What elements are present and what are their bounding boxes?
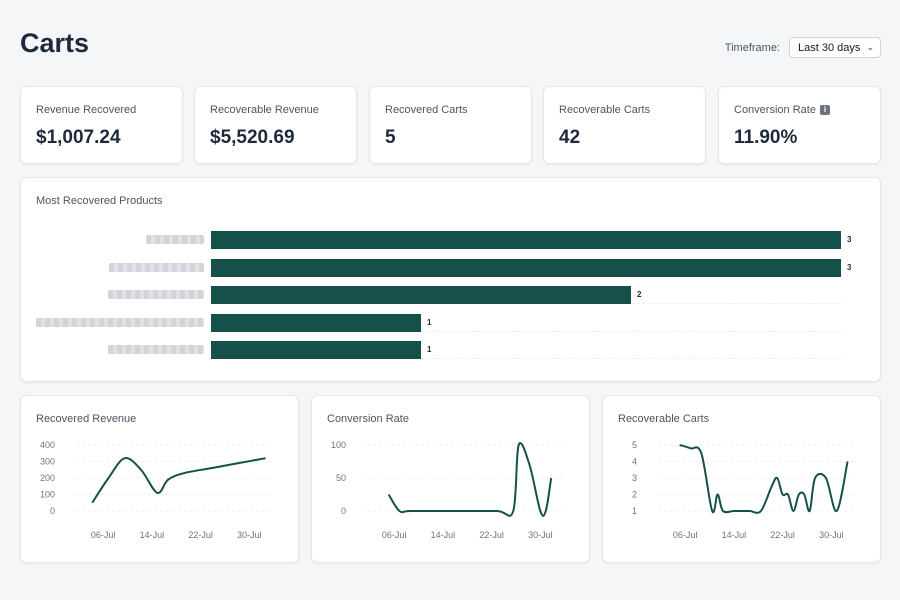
stat-card-recovered-carts: Recovered Carts 5 [369,86,532,164]
recoverable-carts-chart: 1 2 3 4 5 06-Jul 14-Jul 22-Jul 30-Jul [632,440,853,540]
product-label-blurred [109,262,204,272]
recoverable-carts-card: Recoverable Carts 1 2 3 4 5 06-Jul 14-Jul 22-Ju… [602,395,881,563]
stat-label: Recovered Carts [385,104,468,116]
info-icon[interactable]: i [819,105,830,115]
gridline [211,330,841,332]
card-title: Recoverable Carts [618,413,710,425]
bar-row: 3 [21,258,882,277]
conversion-rate-chart: 0 50 100 06-Jul 14-Jul 22-Jul 30-Jul [331,440,562,540]
y-tick-label: 0 [50,506,55,516]
product-label-blurred [36,317,204,327]
card-title: Recovered Revenue [36,413,137,425]
timeframe-control: Timeframe: Last 30 days ⌄ [725,37,881,58]
bar-chart: 3 3 2 1 1 [21,231,882,371]
stat-value: $5,520.69 [210,127,295,148]
stat-value: 5 [385,127,396,148]
x-tick-label: 06-Jul [382,530,407,540]
stat-label-text: Conversion Rate [734,104,816,116]
card-title: Conversion Rate [327,413,409,425]
bar [211,286,631,304]
product-label-blurred [108,345,204,354]
x-tick-label: 30-Jul [237,530,262,540]
series-line [679,444,849,514]
bar [211,341,421,359]
bar-row: 2 [21,286,882,304]
stat-label: Conversion Rate i [734,104,830,116]
timeframe-select[interactable]: Last 30 days ⌄ [789,37,881,58]
timeframe-label: Timeframe: [724,41,780,54]
bar-row: 3 [21,231,882,249]
stat-value: 11.90% [734,127,798,148]
x-tick-label: 22-Jul [479,530,504,540]
x-tick-label: 14-Jul [431,530,456,540]
x-tick-label: 06-Jul [91,530,116,540]
y-tick-label: 2 [632,490,637,500]
y-tick-label: 3 [632,473,637,483]
stat-label: Recoverable Revenue [210,104,319,116]
y-tick-label: 50 [336,473,346,483]
bar-value-label: 1 [427,345,432,354]
timeframe-value: Last 30 days [798,41,861,54]
bar-row: 1 [21,341,882,359]
recovered-revenue-card: Recovered Revenue 0 100 200 300 400 06-Jul 14-… [20,395,299,563]
y-tick-label: 5 [632,440,637,450]
bar [211,313,421,332]
most-recovered-products-card: Most Recovered Products 3 3 2 1 1 [20,177,881,382]
y-tick-label: 400 [40,440,55,450]
stat-value: 42 [559,127,581,148]
recovered-revenue-chart: 0 100 200 300 400 06-Jul 14-Jul 22-Jul 30-Jul [40,440,271,540]
x-tick-label: 06-Jul [673,530,698,540]
stat-card-recoverable-revenue: Recoverable Revenue $5,520.69 [194,86,357,164]
series-line [91,457,266,504]
bar-value-label: 3 [847,262,852,272]
bar-row: 1 [21,313,882,332]
bar [211,258,841,277]
card-title: Most Recovered Products [36,195,163,207]
y-tick-label: 100 [40,490,55,500]
stat-card-recoverable-carts: Recoverable Carts 42 [543,86,706,164]
y-tick-label: 0 [341,506,346,516]
series-line [387,442,553,517]
stat-card-conversion-rate: Conversion Rate i 11.90% [718,86,881,164]
y-tick-label: 100 [331,440,346,450]
y-tick-label: 1 [632,506,637,516]
x-tick-label: 22-Jul [770,530,795,540]
stat-label: Revenue Recovered [36,104,137,116]
chevron-down-icon: ⌄ [866,42,874,52]
conversion-rate-card: Conversion Rate 0 50 100 06-Jul 14-Jul 22-Jul… [311,395,590,563]
y-tick-label: 4 [632,457,637,467]
product-label-blurred [146,235,204,244]
x-tick-label: 22-Jul [188,530,213,540]
x-tick-label: 14-Jul [140,530,165,540]
bar [211,231,841,249]
x-tick-label: 30-Jul [528,530,553,540]
bar-value-label: 3 [847,235,852,244]
stat-value: $1,007.24 [36,127,121,148]
page-title: Carts [20,28,90,58]
x-tick-label: 14-Jul [722,530,747,540]
gridline [211,358,841,359]
bar-value-label: 1 [427,317,432,327]
y-tick-label: 200 [40,473,55,483]
x-tick-label: 30-Jul [819,530,844,540]
stat-card-revenue-recovered: Revenue Recovered $1,007.24 [20,86,183,164]
y-tick-label: 300 [40,457,55,467]
product-label-blurred [108,290,204,299]
stat-label: Recoverable Carts [559,104,651,116]
bar-value-label: 2 [637,290,642,299]
